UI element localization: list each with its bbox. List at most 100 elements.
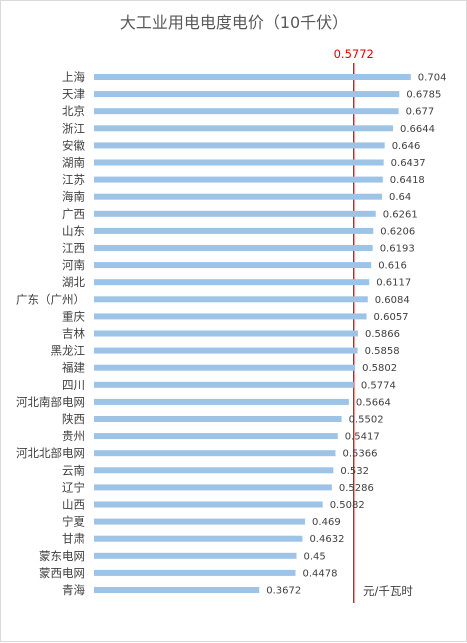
bar-26 xyxy=(94,518,306,525)
value-label-19: 0.5664 xyxy=(356,397,391,408)
category-label-3: 浙江 xyxy=(62,121,85,135)
category-label-21: 贵州 xyxy=(62,429,85,443)
bar-7 xyxy=(94,193,382,200)
value-label-26: 0.469 xyxy=(312,517,341,528)
bars-group xyxy=(94,74,411,593)
value-labels: 0.704 0.6785 0.677 0.6644 0.646 0.6437 0.6418 0… xyxy=(266,73,446,597)
value-label-29: 0.4478 xyxy=(303,568,338,579)
value-label-14: 0.6057 xyxy=(374,312,409,323)
value-label-20: 0.5502 xyxy=(349,415,384,426)
bar-13 xyxy=(94,296,368,303)
category-label-19: 河北南部电网 xyxy=(16,395,85,409)
value-label-0: 0.704 xyxy=(418,73,447,84)
bar-0 xyxy=(94,74,411,80)
category-label-7: 海南 xyxy=(62,190,85,204)
category-label-16: 黑龙江 xyxy=(51,344,86,358)
bar-27 xyxy=(94,535,303,542)
bar-15 xyxy=(94,330,358,337)
value-label-22: 0.5366 xyxy=(342,449,377,460)
category-label-24: 辽宁 xyxy=(62,480,85,494)
value-label-2: 0.677 xyxy=(406,107,435,118)
unit-label: 元/千瓦时 xyxy=(363,584,413,598)
bar-1 xyxy=(94,91,400,98)
bar-6 xyxy=(94,176,383,183)
bar-10 xyxy=(94,245,373,251)
bar-20 xyxy=(94,416,342,422)
value-label-18: 0.5774 xyxy=(361,380,396,391)
category-label-14: 重庆 xyxy=(62,309,85,323)
bar-25 xyxy=(94,501,323,508)
category-label-13: 广东（广州） xyxy=(16,292,85,306)
category-label-12: 湖北 xyxy=(62,275,85,289)
value-label-28: 0.45 xyxy=(304,551,326,562)
category-label-25: 山西 xyxy=(62,498,85,512)
value-label-17: 0.5802 xyxy=(362,363,397,374)
bar-3 xyxy=(94,125,393,132)
category-label-30: 青海 xyxy=(62,583,85,597)
category-label-9: 山东 xyxy=(62,224,85,238)
bar-11 xyxy=(94,262,372,269)
category-label-22: 河北北部电网 xyxy=(16,446,85,460)
value-label-12: 0.6117 xyxy=(376,278,411,289)
category-label-15: 吉林 xyxy=(62,327,85,341)
category-label-4: 安徽 xyxy=(62,138,85,152)
value-label-4: 0.646 xyxy=(392,141,421,152)
value-label-21: 0.5417 xyxy=(345,432,380,443)
value-label-23: 0.532 xyxy=(340,466,369,477)
category-label-10: 江西 xyxy=(62,241,85,255)
value-label-16: 0.5858 xyxy=(365,346,400,357)
value-label-13: 0.6084 xyxy=(375,295,410,306)
bar-4 xyxy=(94,142,385,149)
bar-12 xyxy=(94,279,370,286)
bar-9 xyxy=(94,227,374,234)
category-label-23: 云南 xyxy=(62,463,85,477)
category-label-11: 河南 xyxy=(62,258,85,272)
value-label-7: 0.64 xyxy=(389,192,411,203)
bar-2 xyxy=(94,108,399,115)
value-label-8: 0.6261 xyxy=(383,209,418,220)
chart-title: 大工业用电电度电价（10千伏） xyxy=(120,13,348,32)
bar-24 xyxy=(94,484,332,491)
bar-5 xyxy=(94,159,384,166)
category-label-28: 蒙东电网 xyxy=(39,549,85,563)
bar-8 xyxy=(94,210,376,217)
bar-29 xyxy=(94,569,296,576)
bar-21 xyxy=(94,433,338,440)
bar-28 xyxy=(94,552,297,559)
category-label-2: 北京 xyxy=(62,104,85,118)
value-label-5: 0.6437 xyxy=(391,158,426,169)
category-label-0: 上海 xyxy=(62,70,85,84)
category-label-29: 蒙西电网 xyxy=(39,566,85,580)
bar-30 xyxy=(94,587,260,593)
value-label-15: 0.5866 xyxy=(365,329,400,340)
bar-22 xyxy=(94,450,336,457)
bar-19 xyxy=(94,398,349,405)
value-label-6: 0.6418 xyxy=(390,175,425,186)
value-label-3: 0.6644 xyxy=(400,124,435,135)
value-label-27: 0.4632 xyxy=(309,534,344,545)
value-label-11: 0.616 xyxy=(378,261,407,272)
bar-16 xyxy=(94,347,358,354)
bar-17 xyxy=(94,364,356,371)
value-label-9: 0.6206 xyxy=(380,226,415,237)
category-label-1: 天津 xyxy=(62,87,85,101)
reference-line-label: 0.5772 xyxy=(334,47,374,61)
bar-23 xyxy=(94,467,334,474)
bar-14 xyxy=(94,313,367,320)
category-label-17: 福建 xyxy=(62,361,85,375)
category-label-8: 广西 xyxy=(62,207,85,221)
category-label-27: 甘肃 xyxy=(62,532,85,546)
category-label-18: 四川 xyxy=(62,378,85,392)
category-label-26: 宁夏 xyxy=(62,515,85,529)
value-label-1: 0.6785 xyxy=(406,90,441,101)
value-label-10: 0.6193 xyxy=(380,244,415,255)
bar-18 xyxy=(94,381,354,388)
value-label-30: 0.3672 xyxy=(266,586,301,597)
value-label-24: 0.5286 xyxy=(339,483,374,494)
value-label-25: 0.5082 xyxy=(330,500,365,511)
category-label-6: 江苏 xyxy=(62,173,85,187)
category-label-20: 陕西 xyxy=(62,412,85,426)
